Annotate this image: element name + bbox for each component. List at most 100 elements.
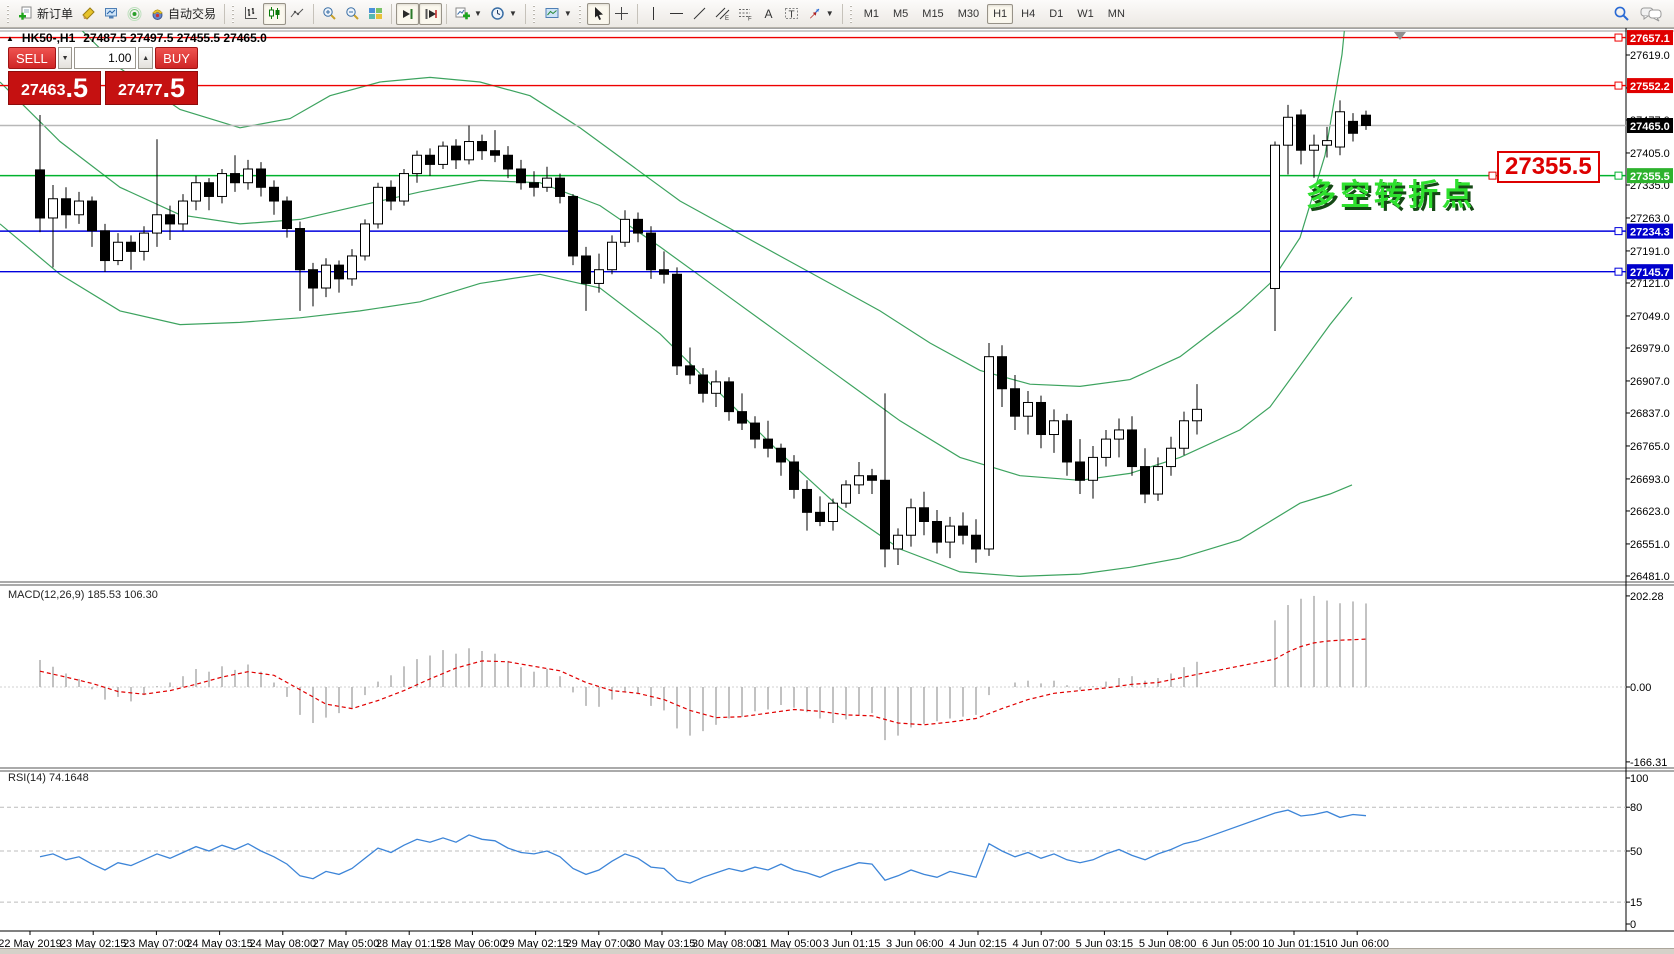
timeframe-M15[interactable]: M15 <box>922 7 944 20</box>
rsi-indicator-label: RSI(14) 74.1648 <box>8 772 89 784</box>
add-indicator-dropdown[interactable]: ▼ <box>474 9 482 18</box>
hline-handle[interactable] <box>1614 81 1623 90</box>
text-button[interactable]: A <box>757 3 780 25</box>
volume-increase-button[interactable]: ▲ <box>138 47 154 69</box>
candle-bullish <box>1153 466 1163 495</box>
buy-price-box[interactable]: 27477.5 <box>105 71 198 105</box>
auto-scroll-button[interactable] <box>396 2 420 25</box>
price-axis-tick-label: 26837.0 <box>1630 408 1670 420</box>
rsi-axis-label: 15 <box>1630 897 1642 909</box>
templates-dropdown[interactable]: ▼ <box>563 9 572 18</box>
candle-bullish <box>347 255 357 280</box>
period-button[interactable]: ▼ <box>486 3 521 25</box>
add-indicator-button[interactable]: ▼ <box>451 3 486 25</box>
timeframe-W1[interactable]: W1 <box>1077 7 1094 20</box>
price-tag-label[interactable]: 27355.5 <box>1497 151 1600 183</box>
candle-bearish <box>659 269 669 275</box>
cursor-button[interactable] <box>586 2 610 25</box>
sell-button[interactable]: SELL <box>8 47 56 69</box>
hline-handle[interactable] <box>1614 33 1623 42</box>
price-axis-tick-label: 27263.0 <box>1630 213 1670 225</box>
auto-trading-button[interactable]: 自动交易 <box>146 3 220 25</box>
timeframe-M5[interactable]: M5 <box>893 7 909 20</box>
crosshair-icon <box>614 7 628 20</box>
tile-windows-button[interactable] <box>364 3 387 25</box>
timeframe-H1[interactable]: H1 <box>987 3 1014 24</box>
svg-text:E: E <box>725 16 729 21</box>
hline-handle[interactable] <box>1614 227 1623 236</box>
candle-bullish <box>399 173 409 202</box>
timeframe-D1[interactable]: D1 <box>1049 7 1064 20</box>
crosshair-button[interactable] <box>610 3 633 25</box>
candle-bullish <box>906 507 916 536</box>
vertical-line-button[interactable] <box>642 3 665 25</box>
time-axis-label: 3 Jun 01:15 <box>823 938 881 950</box>
candle-bearish <box>230 173 240 184</box>
candle-bullish <box>1283 116 1293 146</box>
candle-bullish <box>217 173 227 197</box>
toolbar: 新订单 自动交易 <box>0 0 1674 28</box>
time-axis-label: 30 May 08:00 <box>692 938 759 950</box>
hline-handle[interactable] <box>1614 171 1623 180</box>
new-order-label: 新订单 <box>37 7 74 21</box>
candlestick-chart-button[interactable] <box>263 2 287 25</box>
price-axis-tick-label: 26693.0 <box>1630 474 1670 486</box>
candle-bullish <box>1322 140 1332 146</box>
line-chart-button[interactable] <box>286 3 309 25</box>
candle-bearish <box>1075 461 1085 481</box>
auto-trading-icon <box>152 9 163 20</box>
rsi-axis-label: 50 <box>1630 846 1642 858</box>
chat-icon[interactable] <box>1640 6 1662 22</box>
timeframe-H4[interactable]: H4 <box>1021 7 1036 20</box>
volume-input[interactable] <box>74 47 137 69</box>
candle-bearish <box>61 198 71 216</box>
timeframe-M1[interactable]: M1 <box>863 7 879 20</box>
sell-price-main: 27463 <box>20 82 66 99</box>
price-label-box <box>1627 264 1673 280</box>
profiles-button[interactable] <box>77 3 100 25</box>
hline-handle[interactable] <box>1614 267 1623 276</box>
arrows-dropdown[interactable]: ▼ <box>825 9 834 18</box>
buy-button[interactable]: BUY <box>155 47 198 69</box>
candle-bearish <box>919 507 929 522</box>
candle-bearish <box>633 218 643 234</box>
collapse-arrow-icon[interactable]: ▲ <box>6 33 14 43</box>
price-tag-handle[interactable] <box>1488 171 1497 180</box>
timeframe-M30[interactable]: M30 <box>957 7 980 20</box>
candle-bullish <box>1335 111 1345 148</box>
zoom-out-button[interactable] <box>341 3 364 25</box>
timeframe-MN[interactable]: MN <box>1107 7 1125 20</box>
rsi-axis-label: 80 <box>1630 802 1642 814</box>
fibonacci-button[interactable]: F <box>734 3 757 25</box>
templates-button[interactable]: ▼ <box>541 3 576 25</box>
candle-bearish <box>165 214 175 225</box>
equidistant-channel-button[interactable]: E <box>711 3 734 25</box>
trendline-button[interactable] <box>688 3 711 25</box>
bollinger-middle-band <box>0 81 1353 481</box>
chart-shift-button[interactable] <box>419 2 443 25</box>
volume-decrease-button[interactable]: ▼ <box>57 47 73 69</box>
turning-point-annotation[interactable]: 多空转折点 <box>1306 179 1476 212</box>
sell-price-box[interactable]: 27463.5 <box>8 71 101 105</box>
chart-shift-marker[interactable] <box>1394 32 1406 40</box>
toolbar-grip <box>7 4 12 23</box>
signals-button[interactable] <box>123 3 146 25</box>
fibonacci-icon: F <box>738 9 752 21</box>
horizontal-line-button[interactable] <box>665 3 688 25</box>
candle-bearish <box>789 461 799 490</box>
new-order-button[interactable]: 新订单 <box>15 3 77 25</box>
price-label-box <box>1627 223 1673 239</box>
arrows-button[interactable]: ▼ <box>803 3 838 25</box>
text-label-button[interactable]: T <box>780 3 803 25</box>
period-dropdown[interactable]: ▼ <box>508 9 517 18</box>
zoom-in-button[interactable] <box>318 3 341 25</box>
price-axis-tick-label: 27405.0 <box>1630 148 1670 160</box>
time-axis-label: 28 May 01:15 <box>376 938 443 950</box>
search-icon[interactable] <box>1613 5 1630 22</box>
candle-bullish <box>1049 420 1059 436</box>
candlestick-chart-icon <box>269 7 280 19</box>
bar-chart-button[interactable] <box>240 3 263 25</box>
candle-bearish <box>35 169 45 219</box>
price-label-text: 27657.1 <box>1630 33 1670 45</box>
market-watch-button[interactable] <box>100 3 123 25</box>
